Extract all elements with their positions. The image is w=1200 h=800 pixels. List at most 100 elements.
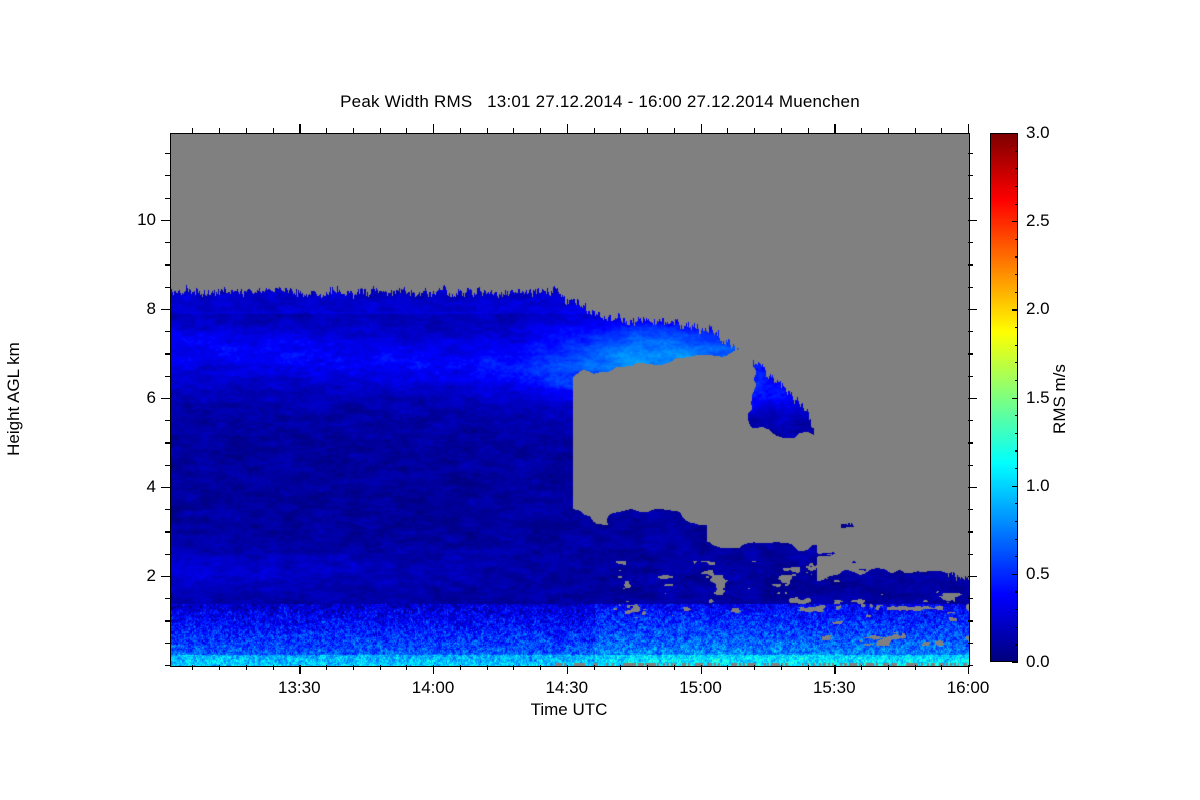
colorbar-tick-major	[1012, 485, 1018, 487]
y-tick-minor	[165, 442, 170, 444]
colorbar-tick-major	[1012, 573, 1018, 576]
x-tick-minor	[245, 128, 247, 133]
y-tick-minor	[968, 153, 973, 155]
colorbar-tick-minor	[1014, 150, 1018, 152]
y-tick-minor	[968, 642, 973, 644]
colorbar-tick-minor	[1014, 291, 1018, 293]
x-tick-minor	[647, 128, 649, 133]
y-tick-minor	[968, 286, 973, 288]
heatmap-canvas[interactable]	[171, 134, 969, 666]
x-tick-minor	[352, 128, 354, 133]
colorbar-tick-label: 2.5	[1026, 211, 1050, 231]
y-tick-minor	[165, 598, 170, 600]
x-tick-label: 16:00	[946, 678, 990, 697]
x-tick-major	[700, 665, 702, 674]
x-tick-minor	[620, 665, 622, 670]
y-tick-major	[968, 397, 977, 400]
x-tick-minor	[379, 128, 381, 133]
colorbar-tick-minor	[1014, 520, 1018, 523]
colorbar-tick-minor	[1014, 415, 1018, 417]
x-tick-minor	[727, 665, 729, 670]
colorbar-tick-minor	[1014, 432, 1018, 434]
colorbar-tick-minor	[1014, 538, 1018, 540]
colorbar-title: RMS m/s	[1050, 364, 1069, 434]
x-tick-minor	[593, 665, 595, 670]
x-tick-label: 14:00	[411, 678, 455, 697]
x-tick-minor	[219, 665, 221, 670]
colorbar-tick-major	[1012, 221, 1018, 223]
colorbar-tick-minor	[1014, 344, 1018, 346]
x-tick-major	[834, 665, 836, 674]
y-tick-label: 10	[137, 209, 156, 229]
x-tick-minor	[513, 665, 515, 670]
y-tick-minor	[165, 665, 170, 667]
y-tick-minor	[968, 353, 973, 355]
colorbar-tick-minor	[1014, 556, 1018, 558]
y-tick-minor	[968, 509, 973, 511]
colorbar-tick-major	[1012, 309, 1018, 311]
x-tick-minor	[245, 665, 247, 670]
y-tick-major	[968, 308, 977, 311]
colorbar-tick-label: 1.0	[1026, 475, 1050, 495]
y-tick-major	[161, 486, 170, 489]
y-tick-minor	[165, 375, 170, 377]
y-tick-minor	[968, 620, 973, 622]
colorbar-tick-minor	[1014, 609, 1018, 611]
x-tick-minor	[406, 128, 408, 133]
y-tick-minor	[165, 620, 170, 622]
x-tick-label: 15:00	[679, 678, 722, 697]
y-tick-minor	[165, 264, 170, 266]
x-tick-minor	[727, 128, 729, 133]
heatmap-plot-area[interactable]	[170, 133, 970, 667]
x-tick-minor	[887, 128, 889, 133]
y-tick-minor	[968, 665, 973, 667]
colorbar-tick-minor	[1014, 503, 1018, 505]
x-tick-minor	[540, 665, 542, 670]
colorbar-tick-minor	[1014, 168, 1018, 170]
x-tick-minor	[780, 665, 782, 670]
colorbar-tick-minor	[1014, 626, 1018, 628]
y-tick-minor	[165, 353, 170, 355]
y-tick-major	[161, 575, 170, 578]
x-tick-minor	[673, 665, 675, 670]
y-tick-major	[161, 308, 170, 311]
x-tick-minor	[861, 128, 863, 133]
x-tick-minor	[540, 128, 542, 133]
y-tick-minor	[165, 531, 170, 533]
page-title: Peak Width RMS 13:01 27.12.2014 - 16:00 …	[340, 92, 860, 111]
colorbar-tick-minor	[1014, 591, 1018, 593]
y-axis-label: Height AGL km	[4, 342, 23, 456]
x-tick-minor	[219, 128, 221, 133]
colorbar-tick-minor	[1014, 274, 1018, 276]
x-tick-minor	[486, 128, 488, 133]
colorbar-tick-minor	[1014, 326, 1018, 329]
colorbar-tick-minor	[1014, 362, 1018, 364]
x-tick-minor	[754, 665, 756, 670]
x-tick-minor	[192, 128, 194, 133]
x-tick-minor	[941, 128, 943, 133]
x-tick-minor	[326, 128, 328, 133]
y-tick-major	[968, 486, 977, 489]
x-tick-minor	[406, 665, 408, 670]
y-tick-label: 2	[146, 565, 156, 585]
colorbar-tick-major	[1012, 662, 1018, 664]
colorbar-tick-minor	[1014, 468, 1018, 470]
x-tick-major	[700, 124, 702, 133]
x-tick-minor	[326, 665, 328, 670]
x-tick-minor	[754, 128, 756, 133]
x-tick-minor	[780, 128, 782, 133]
x-tick-minor	[593, 128, 595, 133]
x-tick-major	[834, 124, 836, 133]
colorbar-tick-minor	[1014, 185, 1018, 188]
colorbar-tick-label: 3.0	[1026, 123, 1050, 142]
colorbar-tick-major	[1012, 397, 1018, 399]
x-tick-minor	[673, 128, 675, 133]
x-tick-minor	[459, 128, 461, 133]
colorbar-tick-label: 2.0	[1026, 299, 1050, 319]
x-tick-label: 15:30	[812, 678, 856, 697]
y-tick-label: 8	[146, 298, 156, 318]
y-tick-minor	[968, 242, 973, 244]
x-tick-minor	[486, 665, 488, 670]
y-tick-minor	[165, 464, 170, 466]
x-tick-minor	[887, 665, 889, 670]
